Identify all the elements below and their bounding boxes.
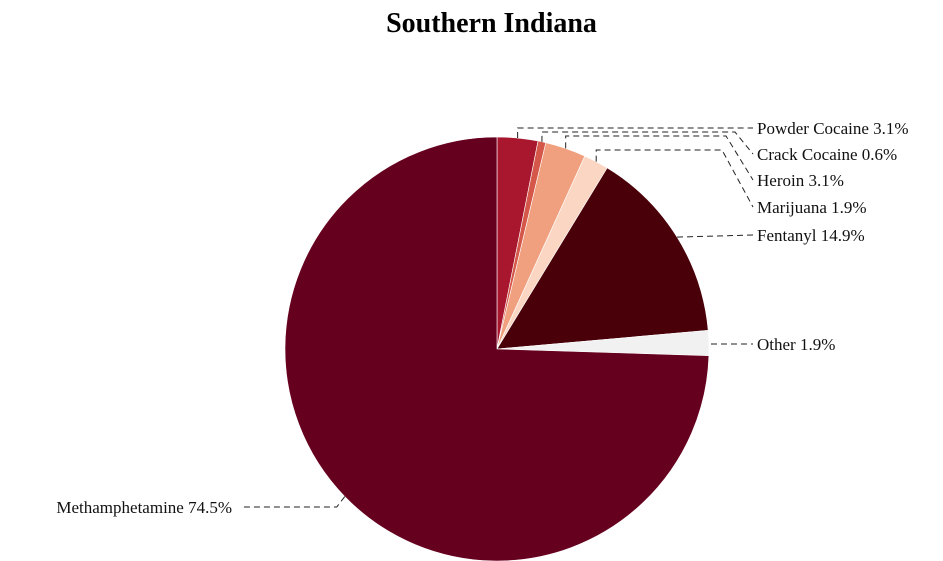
leader-line-heroin [565,135,754,181]
leader-line-crack-cocaine [541,131,754,155]
slice-label-marijuana: Marijuana 1.9% [757,198,867,217]
slice-label-heroin: Heroin 3.1% [757,171,844,190]
slice-label-crack-cocaine: Crack Cocaine 0.6% [757,145,897,164]
slice-label-fentanyl: Fentanyl 14.9% [757,226,865,245]
leader-line-fentanyl [677,234,754,238]
pie-slice-fentanyl [496,167,709,350]
leader-line-marijuana [595,149,754,208]
leader-line-methamphetamine [242,496,346,508]
slice-label-powder-cocaine: Powder Cocaine 3.1% [757,119,909,138]
slice-label-other: Other 1.9% [757,335,835,354]
leader-line-powder-cocaine [517,127,753,139]
chart-title: Southern Indiana [386,8,597,39]
slice-label-methamphetamine: Methamphetamine 74.5% [56,498,232,517]
